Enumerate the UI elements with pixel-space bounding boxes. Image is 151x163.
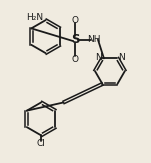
Text: Cl: Cl bbox=[37, 139, 46, 148]
Text: S: S bbox=[71, 33, 80, 46]
Text: N: N bbox=[118, 53, 125, 62]
Text: NH: NH bbox=[87, 35, 101, 44]
Text: N: N bbox=[95, 53, 102, 62]
Text: H₂N: H₂N bbox=[26, 13, 43, 22]
Text: O: O bbox=[72, 55, 79, 64]
Text: O: O bbox=[72, 16, 79, 25]
